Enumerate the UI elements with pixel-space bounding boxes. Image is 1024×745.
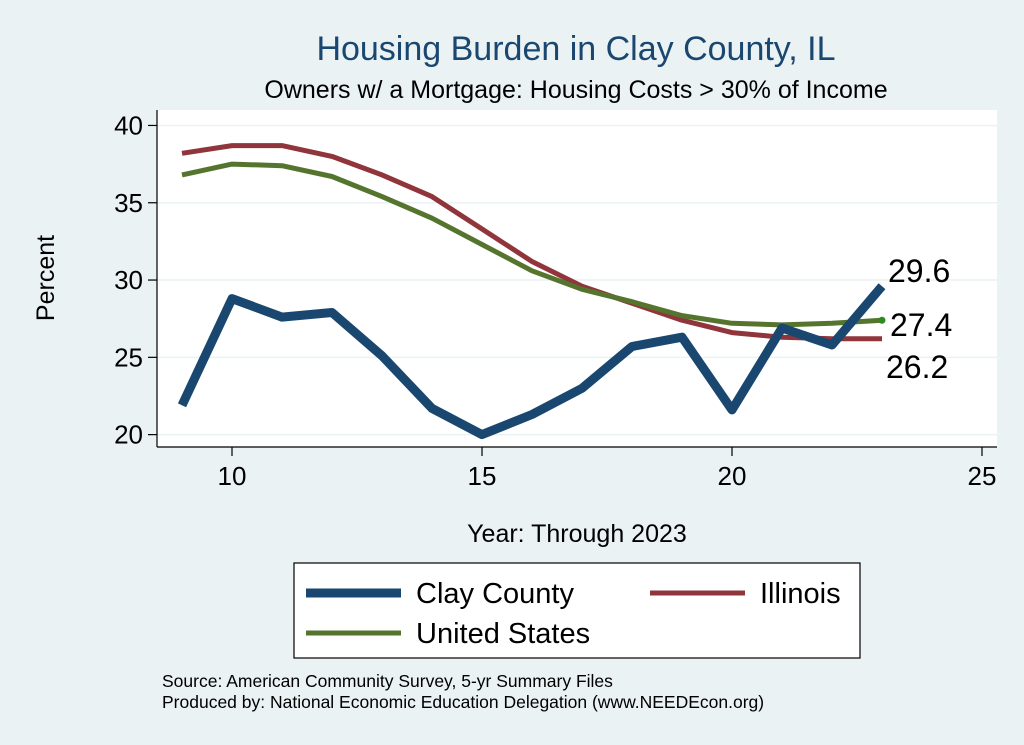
x-tick-label-25: 25: [968, 461, 997, 491]
legend: Clay County Illinois United States: [293, 562, 861, 659]
chart-title: Housing Burden in Clay County, IL: [316, 30, 835, 68]
x-tick-label-10: 10: [218, 461, 247, 491]
series-line-clay-county: [177, 283, 886, 440]
legend-box: [293, 562, 861, 659]
chart-subtitle: Owners w/ a Mortgage: Housing Costs > 30…: [264, 76, 887, 104]
series-line-united-states: [181, 161, 883, 328]
legend-label-clay-county: Clay County: [416, 578, 574, 610]
end-label-clay-county: 29.6: [888, 253, 950, 289]
series-end-marker-united-states: [878, 316, 886, 324]
x-tick-label-15: 15: [468, 461, 497, 491]
source-note: Source: American Community Survey, 5-yr …: [162, 671, 613, 691]
series-line-illinois: [181, 143, 882, 342]
plot-area: 20 25 30 35 40 10 15 20 25 29.6 26.2 27.4: [114, 110, 997, 491]
y-tick-label-35: 35: [114, 188, 143, 218]
producer-note: Produced by: National Economic Education…: [162, 692, 764, 712]
y-tick-label-25: 25: [114, 342, 143, 372]
y-tick-label-40: 40: [114, 110, 143, 140]
legend-label-illinois: Illinois: [760, 578, 841, 610]
plot-background: [157, 110, 997, 447]
x-axis-title: Year: Through 2023: [467, 520, 687, 548]
y-tick-label-20: 20: [114, 420, 143, 450]
end-label-united-states: 27.4: [890, 307, 952, 343]
y-tick-label-30: 30: [114, 265, 143, 295]
legend-label-united-states: United States: [416, 618, 590, 650]
end-label-illinois: 26.2: [886, 349, 948, 385]
y-axis-title: Percent: [32, 235, 60, 321]
x-tick-label-20: 20: [718, 461, 747, 491]
